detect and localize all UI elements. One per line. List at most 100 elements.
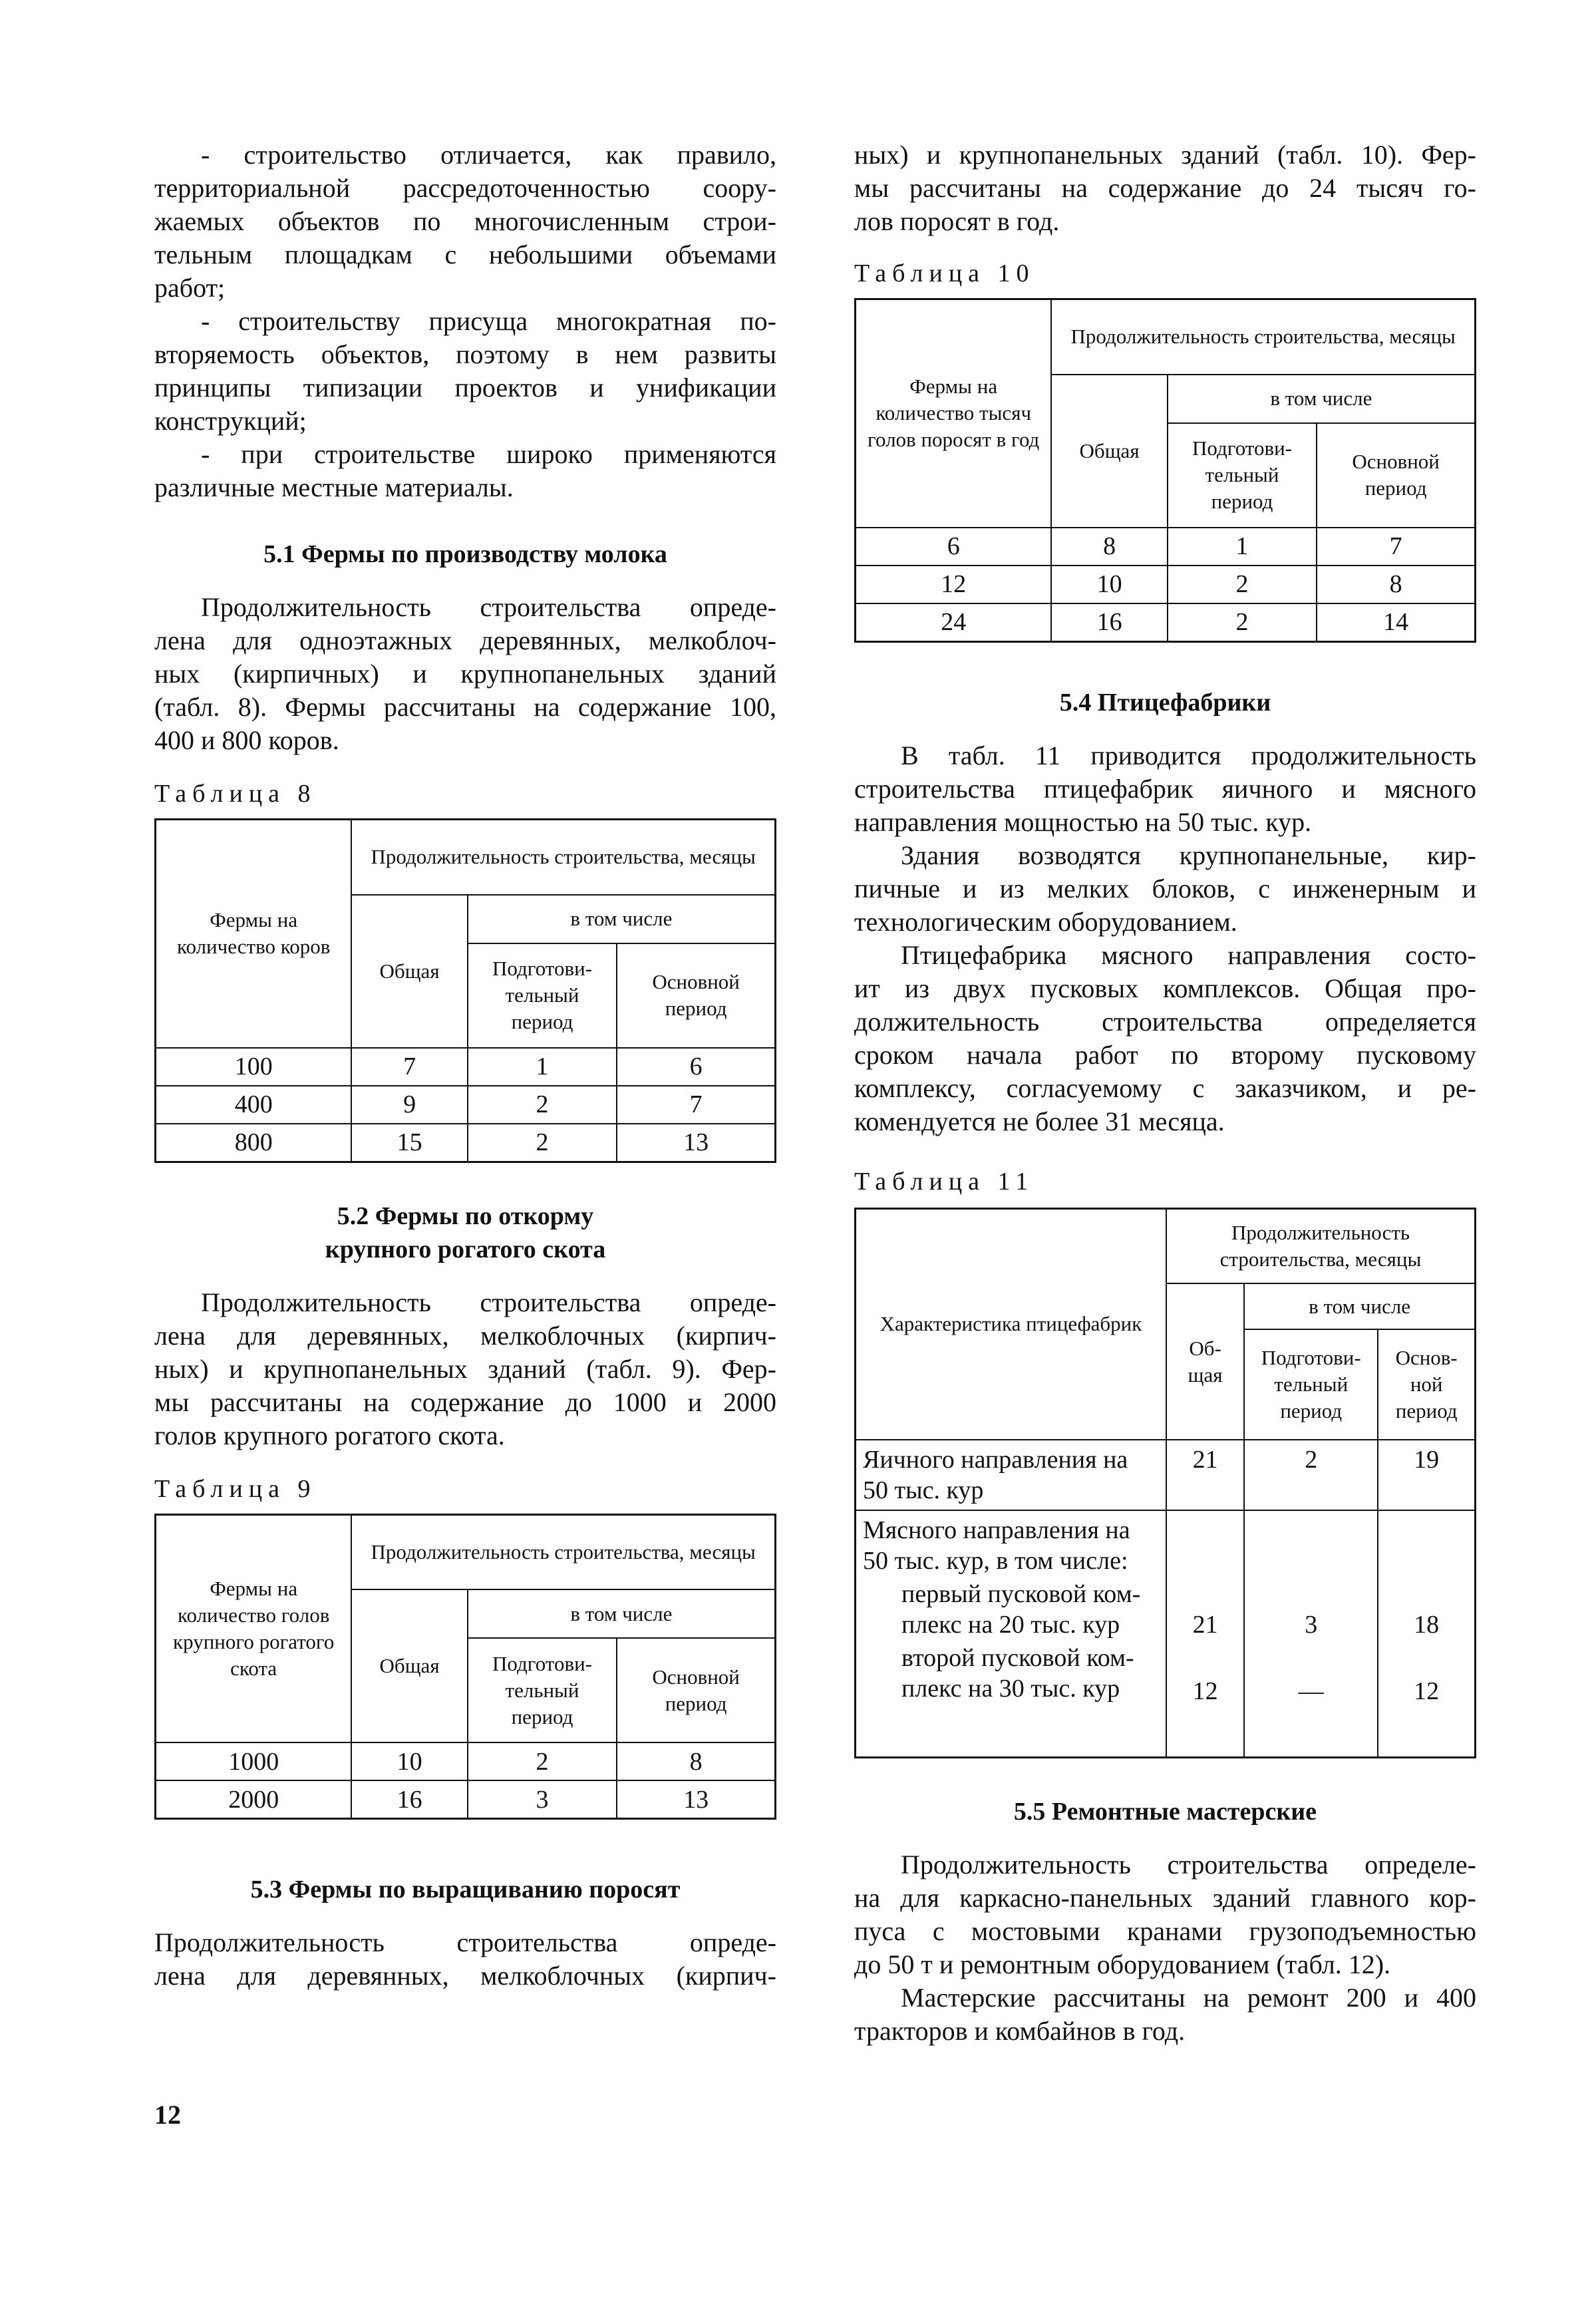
- text-line: (табл. 8). Фермы рассчитаны на содержани…: [154, 692, 776, 722]
- cell: 9: [351, 1084, 468, 1124]
- text-line: Продолжительность строительства опреде-: [154, 1927, 776, 1957]
- section-5-5-heading: 5.5 Ремонтные мастерские: [1013, 1797, 1317, 1826]
- text-line: Птицефабрика мясного направления состо-: [901, 939, 1476, 970]
- cell: 2: [466, 1742, 618, 1781]
- section-5-4-heading: 5.4 Птицефабрики: [1059, 688, 1271, 717]
- section-5-3-text-cont: ных) и крупнопанельных зданий (табл. 10)…: [854, 138, 1476, 238]
- cell: 21: [1192, 1611, 1218, 1639]
- header-total: Об- щая: [1165, 1283, 1245, 1440]
- table-row: Мясного направления на 50 тыс. кур, в то…: [854, 1510, 1476, 1758]
- text-line: пуса с мостовыми кранами грузоподъемност…: [854, 1915, 1476, 1946]
- text-line: голов крупного рогатого скота.: [154, 1420, 505, 1450]
- text-line: - строительство отличается, как правило,: [201, 140, 776, 170]
- table-row: 400 9 2 7: [154, 1084, 776, 1124]
- text-line: ных) и крупнопанельных зданий (табл. 9).…: [154, 1353, 776, 1384]
- text-line: работ;: [154, 273, 226, 303]
- text-line: лена для деревянных, мелкоблочных (кирпи…: [154, 1961, 776, 1991]
- header-farms: Фермы на количество тысяч голов поросят …: [854, 298, 1052, 528]
- text-line: тельным площадкам с небольшими объемами: [154, 240, 776, 269]
- left-column: - строительство отличается, как правило,…: [154, 138, 776, 1993]
- cell: 1: [1166, 526, 1318, 566]
- header-farms: Фермы на количество голов крупного рогат…: [154, 1514, 353, 1743]
- header-characteristic: Характеристика птицефабрик: [854, 1208, 1167, 1440]
- text-line: жаемых объектов по многочисленным строи-: [154, 206, 776, 236]
- header-prep: Подготови- тельный период: [466, 942, 618, 1049]
- row-label-main: Мясного направления на 50 тыс. кур, в то…: [863, 1516, 1130, 1575]
- table-row: 800 15 2 13: [154, 1122, 776, 1162]
- text-line: ит из двух пусковых комплексов. Общая пр…: [854, 973, 1476, 1003]
- header-main: Основ- ной период: [1377, 1329, 1476, 1440]
- cell: 2000: [154, 1780, 353, 1820]
- cell: 2: [1243, 1439, 1379, 1511]
- table-8-label: Таблица 8: [154, 780, 317, 808]
- text-line: на для каркасно-панельных зданий главног…: [854, 1882, 1476, 1913]
- section-5-3-text: Продолжительность строительства опреде-л…: [154, 1926, 776, 1993]
- table-9: Фермы на количество голов крупного рогат…: [154, 1513, 776, 1820]
- cell: 800: [154, 1122, 353, 1162]
- header-main: Основной период: [1316, 422, 1476, 528]
- table-row: 12 10 2 8: [854, 564, 1476, 604]
- row-label: Мясного направления на 50 тыс. кур, в то…: [854, 1510, 1167, 1758]
- cell: 19: [1377, 1439, 1476, 1511]
- section-5-3-heading: 5.3 Фермы по выращиванию поросят: [250, 1876, 681, 1903]
- row-sublabel: второй пусковой ком- плекс на 30 тыс. ку…: [901, 1644, 1134, 1703]
- section-5-1-text: Продолжительность строительства опреде-л…: [154, 591, 776, 757]
- text-line: конструкций;: [154, 406, 307, 436]
- text-line: направления мощностью на 50 тыс. кур.: [854, 806, 1312, 837]
- text-line: тракторов и комбайнов в год.: [854, 2015, 1186, 2046]
- text-line: строительства птицефабрик яичного и мясн…: [854, 773, 1476, 804]
- cell: 2: [466, 1122, 618, 1162]
- text-line: Продолжительность строительства опреде-: [201, 592, 776, 622]
- cell: 13: [616, 1122, 776, 1162]
- right-column: ных) и крупнопанельных зданий (табл. 10)…: [854, 138, 1476, 2048]
- text-line: ных) и крупнопанельных зданий (табл. 10)…: [854, 140, 1476, 170]
- section-5-5-text: Продолжительность строительства определе…: [854, 1848, 1476, 2048]
- header-prep: Подготови- тельный период: [1166, 422, 1318, 528]
- text-line: комплексу, согласуемому с заказчиком, и …: [854, 1072, 1476, 1103]
- cell: —: [1298, 1677, 1324, 1705]
- cell: 6: [854, 526, 1052, 566]
- text-line: лена для одноэтажных деревянных, мелкобл…: [154, 625, 776, 655]
- cell: 21: [1165, 1439, 1245, 1511]
- header-total: Общая: [351, 1589, 468, 1743]
- header-prep: Подготови- тельный период: [1243, 1329, 1379, 1440]
- text-line: Продолжительность строительства определе…: [901, 1849, 1476, 1880]
- text-line: сроком начала работ по второму пусковому: [854, 1039, 1476, 1070]
- cell: 8: [616, 1742, 776, 1781]
- section-5-1-heading: 5.1 Фермы по производству молока: [263, 540, 667, 568]
- intro-list: - строительство отличается, как правило,…: [154, 138, 776, 504]
- text-line: Продолжительность строительства опреде-: [201, 1287, 776, 1317]
- table-row: 24 16 2 14: [854, 602, 1476, 642]
- table-row: 1000 10 2 8: [154, 1742, 776, 1781]
- table-8: Фермы на количество коров Продолжительнос…: [154, 818, 776, 1163]
- header-including: в том числе: [466, 1589, 776, 1639]
- section-5-2-text: Продолжительность строительства опреде-л…: [154, 1286, 776, 1452]
- table-row: Яичного направления на 50 тыс. кур 21 2 …: [854, 1439, 1476, 1511]
- cell: 13: [616, 1780, 776, 1820]
- heading-line: 5.2 Фермы по откорму: [337, 1202, 594, 1230]
- cell: 8: [1050, 526, 1168, 566]
- text-line: вторяемость объектов, поэтому в нем разв…: [154, 339, 776, 369]
- table-9-label: Таблица 9: [154, 1474, 317, 1503]
- header-duration: Продолжительность строительства, месяцы: [1050, 298, 1476, 375]
- table-10-label: Таблица 10: [854, 259, 1035, 287]
- text-line: В табл. 11 приводится продолжительность: [901, 740, 1476, 770]
- text-line: лов поросят в год.: [854, 206, 1060, 236]
- header-duration: Продолжительность строительства, месяцы: [1166, 1208, 1476, 1284]
- heading-line: крупного рогатого скота: [325, 1235, 606, 1263]
- cell: 16: [1050, 602, 1168, 642]
- text-line: Мастерские рассчитаны на ремонт 200 и 40…: [901, 1982, 1476, 2013]
- cell: 12: [1414, 1677, 1440, 1705]
- header-total: Общая: [351, 894, 468, 1049]
- header-total: Общая: [1050, 373, 1168, 528]
- cell: 3: [1305, 1611, 1318, 1639]
- text-line: до 50 т и ремонтным оборудованием (табл.…: [854, 1949, 1391, 1979]
- row-sublabel: первый пусковой ком- плекс на 20 тыс. ку…: [901, 1580, 1141, 1639]
- cell: 100: [154, 1047, 353, 1086]
- cell: 14: [1316, 602, 1476, 642]
- cell: 1000: [154, 1742, 353, 1781]
- cell: 7: [351, 1047, 468, 1086]
- text-line: - при строительстве широко применяются: [201, 439, 776, 469]
- cell: 8: [1316, 564, 1476, 604]
